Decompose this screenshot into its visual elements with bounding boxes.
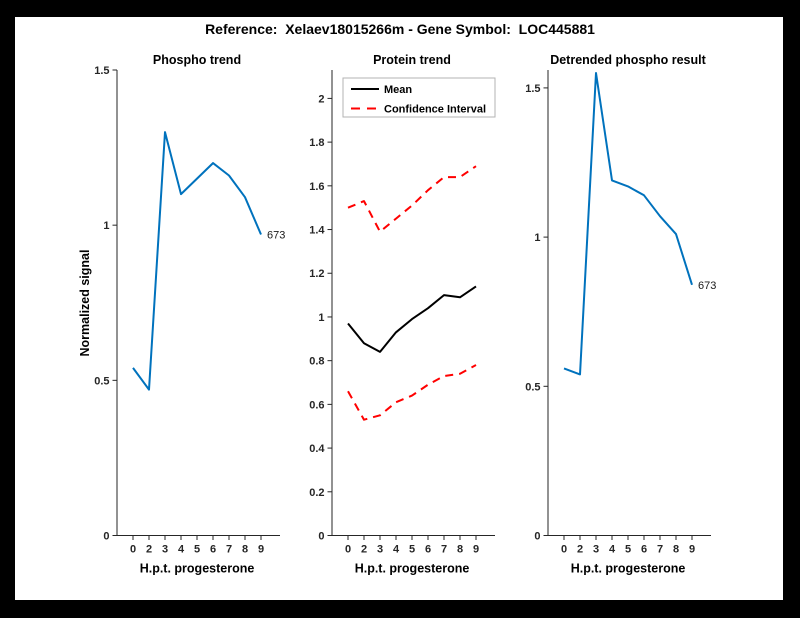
x-tick-label: 9 bbox=[473, 544, 479, 556]
x-tick-label: 0 bbox=[561, 544, 567, 556]
x-axis-label: H.p.t. progesterone bbox=[140, 562, 255, 576]
x-tick-label: 4 bbox=[178, 544, 185, 556]
legend-box bbox=[342, 77, 496, 118]
y-tick-label: 1.8 bbox=[309, 137, 324, 149]
subplot-title: Detrended phospho result bbox=[550, 53, 706, 67]
legend-label: Mean bbox=[384, 84, 412, 96]
y-tick-label: 0 bbox=[103, 531, 109, 543]
series-line-phospho-signal bbox=[132, 131, 262, 391]
x-tick-label: 3 bbox=[593, 544, 599, 556]
x-tick-label: 9 bbox=[689, 544, 695, 556]
x-tick-label: 8 bbox=[457, 544, 463, 556]
y-axis-label: Normalized signal bbox=[78, 250, 92, 357]
y-tick-label: 0.2 bbox=[309, 487, 324, 499]
x-tick-label: 5 bbox=[194, 544, 200, 556]
x-tick-label: 6 bbox=[210, 544, 216, 556]
y-tick-label: 0.4 bbox=[309, 443, 325, 455]
x-tick-label: 9 bbox=[258, 544, 264, 556]
y-tick-label: 0.8 bbox=[309, 356, 324, 368]
x-tick-label: 4 bbox=[393, 544, 400, 556]
y-tick-label: 1 bbox=[534, 232, 540, 244]
axes-spines bbox=[547, 70, 711, 536]
series-line-confidence-lower bbox=[347, 364, 477, 421]
x-tick-label: 4 bbox=[609, 544, 616, 556]
x-tick-label: 2 bbox=[361, 544, 367, 556]
axes-spines bbox=[331, 70, 495, 536]
endpoint-annotation: 673 bbox=[698, 280, 716, 292]
x-tick-label: 8 bbox=[242, 544, 248, 556]
endpoint-annotation: 673 bbox=[267, 229, 285, 241]
y-tick-label: 0.6 bbox=[309, 399, 324, 411]
y-tick-label: 0 bbox=[318, 531, 324, 543]
y-tick-label: 1.2 bbox=[309, 268, 324, 280]
x-tick-label: 0 bbox=[345, 544, 351, 556]
series-line-detrended-phospho bbox=[563, 72, 693, 376]
legend: Mean Confidence Interval bbox=[342, 77, 496, 118]
x-tick-label: 7 bbox=[226, 544, 232, 556]
y-tick-label: 0.5 bbox=[94, 375, 109, 387]
axes-spines bbox=[116, 70, 280, 536]
y-tick-label: 1 bbox=[318, 312, 324, 324]
figure-title: Reference: Xelaev18015266m - Gene Symbol… bbox=[205, 21, 595, 37]
subplot-title: Phospho trend bbox=[153, 53, 241, 67]
x-axis-label: H.p.t. progesterone bbox=[355, 562, 470, 576]
subplot-title: Protein trend bbox=[373, 53, 451, 67]
x-axis-label: H.p.t. progesterone bbox=[571, 562, 686, 576]
x-tick-label: 0 bbox=[130, 544, 136, 556]
x-tick-label: 5 bbox=[409, 544, 415, 556]
legend-label: Confidence Interval bbox=[384, 104, 486, 116]
y-tick-label: 0 bbox=[534, 531, 540, 543]
series-line-confidence-upper bbox=[347, 165, 477, 233]
y-tick-label: 1.6 bbox=[309, 181, 324, 193]
x-tick-label: 5 bbox=[625, 544, 631, 556]
y-tick-label: 1 bbox=[103, 220, 109, 232]
x-tick-label: 6 bbox=[641, 544, 647, 556]
x-tick-label: 7 bbox=[441, 544, 447, 556]
y-tick-label: 1.4 bbox=[309, 225, 325, 237]
y-tick-label: 0.5 bbox=[525, 381, 540, 393]
y-tick-label: 1.5 bbox=[525, 83, 540, 95]
series-line-mean bbox=[347, 285, 477, 353]
x-tick-label: 2 bbox=[577, 544, 583, 556]
x-tick-label: 6 bbox=[425, 544, 431, 556]
x-tick-label: 8 bbox=[673, 544, 679, 556]
x-tick-label: 7 bbox=[657, 544, 663, 556]
x-tick-label: 3 bbox=[377, 544, 383, 556]
x-tick-label: 2 bbox=[146, 544, 152, 556]
y-tick-label: 1.5 bbox=[94, 65, 109, 77]
x-tick-label: 3 bbox=[162, 544, 168, 556]
y-tick-label: 2 bbox=[318, 93, 324, 105]
subplot-2: 00.20.40.60.811.21.41.61.820 2 3 4 5 6 7 8 9Prot… bbox=[309, 53, 496, 576]
